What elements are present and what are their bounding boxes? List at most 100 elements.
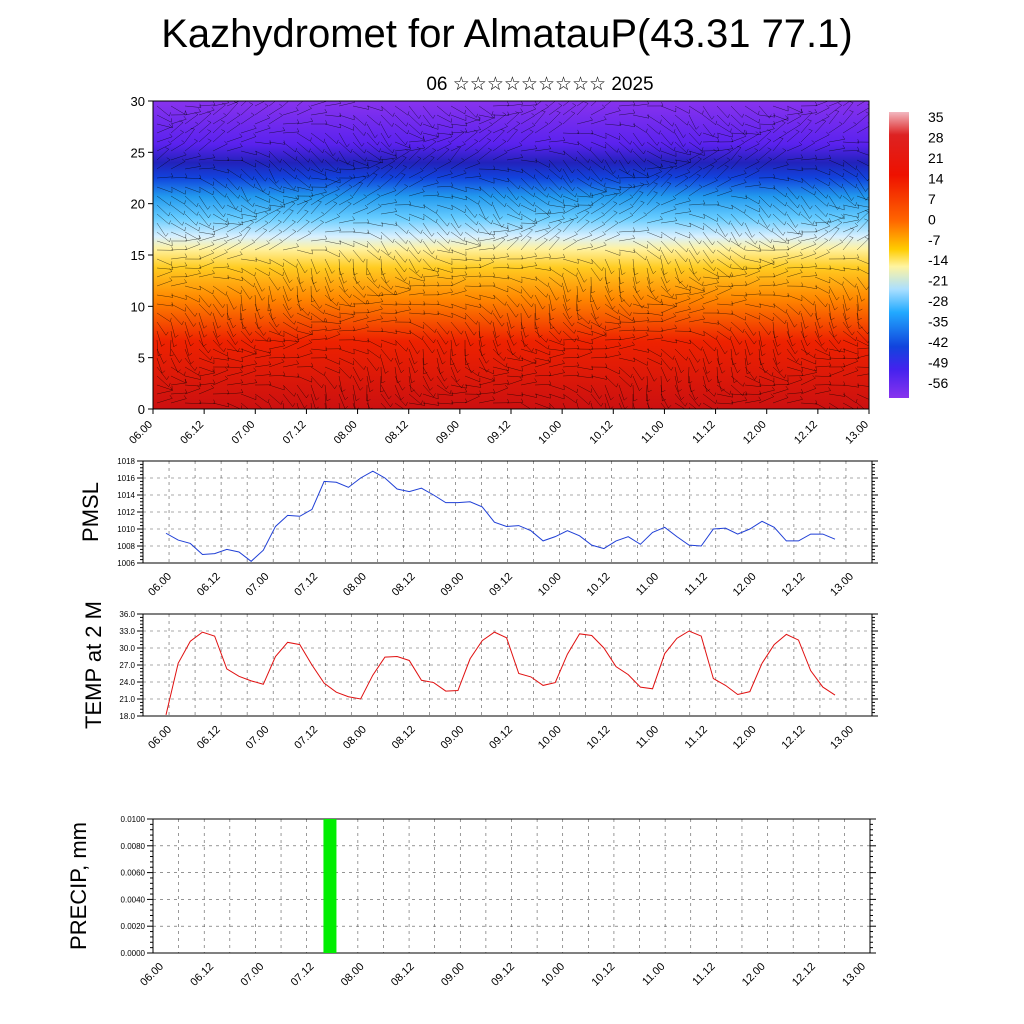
wind-barb [604,345,621,350]
wind-barb [226,371,243,377]
wind-barb [366,318,383,323]
wind-barb [212,104,226,116]
wind-barb-flag [816,317,821,321]
wind-barb [282,101,290,107]
heatmap-y-tick-label: 10 [131,299,145,314]
wind-barb [646,159,661,169]
wind-barb-flag [867,177,869,182]
wind-barb [338,178,353,188]
wind-barb [338,114,355,121]
wind-barb-flag [527,236,532,239]
wind-barb-flag [785,192,787,197]
wind-barb [394,222,408,234]
wind-barb [170,186,186,195]
wind-barb [366,276,379,289]
wind-barb [198,372,215,377]
wind-barb-flag [730,263,732,268]
x-tick-label: 09.12 [489,961,517,989]
wind-barb [156,375,170,387]
y-tick-label: 30.0 [119,644,135,653]
wind-barb-flag [210,384,214,389]
heatmap-x-tick-label: 06.12 [178,419,206,447]
wind-barb [856,258,869,265]
wind-barb [352,114,366,126]
wind-barb [450,172,467,179]
heatmap-x-tick-label: 08.12 [383,419,411,447]
wind-barb [730,267,747,270]
wind-barb [366,240,379,253]
wind-barb-flag [799,376,803,380]
wind-barb [534,212,551,215]
y-tick-label: 1014 [117,491,135,500]
wind-barb-flag [487,147,492,151]
wind-barb [660,375,662,392]
wind-barb-flag [742,391,745,396]
x-tick-label: 06.00 [146,724,174,752]
wind-barb-flag [177,369,181,373]
wind-barb [688,105,703,115]
wind-barb [548,105,563,116]
wind-barb [646,258,654,274]
wind-barb-flag [458,224,462,229]
x-tick-label: 11.00 [634,724,661,751]
wind-barb [576,235,593,242]
wind-barb-flag [366,323,369,328]
wind-barb [674,132,684,147]
wind-barb [282,330,298,339]
wind-barb [618,123,635,128]
wind-barb-flag [599,323,603,327]
wind-barb-flag [856,173,858,178]
wind-barb [520,294,532,308]
wind-barb-flag [821,119,826,122]
wind-barb-flag [353,174,356,179]
wind-barb-flag [423,363,428,366]
wind-barb-flag [841,97,844,100]
wind-barb [814,312,821,329]
wind-barb [786,131,800,143]
wind-barb [492,186,505,199]
wind-barb-flag [841,183,844,188]
wind-barb [590,244,607,251]
wind-barb [380,190,397,197]
wind-barb-flag [797,195,800,200]
y-axis-label: PMSL [78,482,103,542]
wind-barb-flag [406,122,409,127]
wind-barb [576,330,593,336]
wind-barb [464,141,478,152]
wind-barb-flag [629,303,632,307]
wind-barb-flag [746,371,751,375]
wind-barb-flag [588,320,591,324]
wind-barb-flag [465,256,468,261]
wind-barb [310,159,322,173]
wind-barb [814,240,828,251]
x-tick-label: 06.12 [195,724,223,752]
wind-barb [674,162,690,170]
wind-barb-flag [715,295,719,299]
wind-barb-flag [798,211,801,216]
wind-barb [282,203,296,215]
wind-barb-flag [576,309,581,312]
heatmap-x-tick-label: 07.12 [281,419,309,447]
wind-barb-flag [633,173,636,178]
wind-barb [338,384,346,400]
wind-barb [464,129,481,134]
wind-barb-flag [811,140,815,144]
wind-barb [338,123,354,131]
wind-barb [800,195,811,210]
wind-barb [674,159,691,163]
wind-barb [338,366,351,379]
wind-barb-flag [389,174,394,177]
wind-barb-flag [381,327,384,332]
x-tick-label: 09.12 [487,724,515,752]
wind-barb-flag [569,315,573,319]
wind-barb-flag [742,382,745,387]
wind-barb [436,123,453,129]
wind-barb [464,245,481,251]
wind-barb-flag [336,213,340,217]
wind-barb [156,143,172,152]
wind-barb [618,186,632,197]
wind-barb-flag [325,175,328,180]
wind-barb-flag [485,216,489,220]
wind-barb-flag [183,395,187,399]
wind-barb [338,276,346,292]
